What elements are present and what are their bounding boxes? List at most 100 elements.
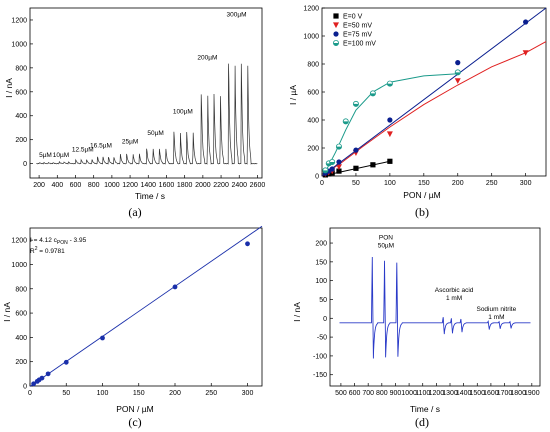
concentration-label: 300µM <box>227 11 247 18</box>
amperometric-trace <box>36 63 258 165</box>
marker-half <box>455 72 461 76</box>
annotation-text: PON <box>379 234 393 241</box>
panel-a-chart: 200 400 600 800 1000 1200 1400 1600 1800 2000 2200… <box>11 7 266 189</box>
x-tick-label: 50 <box>62 390 70 397</box>
data-point-series-1 <box>522 50 529 56</box>
concentration-label: 10µM <box>53 152 69 159</box>
legend-marker <box>332 40 339 47</box>
marker-half <box>387 83 393 87</box>
legend-entry: E=50 mV <box>343 23 372 30</box>
data-point-series-2 <box>353 147 359 153</box>
y-tick-label: 200 <box>15 359 27 366</box>
x-tick-label: 1200 <box>122 182 138 189</box>
panel-d-label: (d) <box>415 415 429 429</box>
marker-half <box>333 43 339 46</box>
y-tick-label: 400 <box>307 118 319 125</box>
y-tick-label: -100 <box>313 353 327 360</box>
panel-c-xlabel: PON / µM <box>116 404 153 414</box>
data-point <box>31 381 37 387</box>
panel-d-chart: 500 600 700 800 900 1000110012001300140015001… <box>313 227 541 397</box>
x-tick-label: 600 <box>349 390 361 397</box>
x-tick-label: 1800 <box>177 182 193 189</box>
panel-a-label: (a) <box>128 205 141 219</box>
concentration-label: 50µM <box>147 130 163 137</box>
y-tick-label: 400 <box>15 335 27 342</box>
fit-line-series-2 <box>321 7 547 177</box>
y-tick-label: 600 <box>15 311 27 318</box>
annotation-text: 1 mM <box>446 295 462 302</box>
data-point-series-2 <box>387 117 393 123</box>
y-tick-label: 50 <box>319 297 327 304</box>
data-point-series-0 <box>353 165 359 171</box>
data-point-series-3 <box>454 69 461 76</box>
marker-half <box>322 170 328 173</box>
y-tick-label: 800 <box>307 62 319 69</box>
concentration-label: 200µM <box>197 54 217 61</box>
panel-b-ylabel: I / µA <box>288 85 298 105</box>
marker-half <box>336 146 342 150</box>
data-point-series-2 <box>336 159 342 165</box>
data-point-series-2 <box>329 166 335 172</box>
annotation-text: Sodium nitrite <box>476 306 516 313</box>
x-tick-label: 250 <box>205 390 217 397</box>
concentration-label: 16.5µM <box>90 142 112 149</box>
x-tick-label: 2600 <box>250 182 266 189</box>
y-tick-label: 200 <box>307 146 319 153</box>
y-tick-label: 100 <box>315 278 327 285</box>
panel-c-equation-main: I = 4.12 c <box>30 237 58 244</box>
x-tick-label: 1400 <box>140 182 156 189</box>
marker-half <box>343 121 349 124</box>
x-tick-label: 1400 <box>456 390 472 397</box>
y-tick-label: 1000 <box>303 34 319 41</box>
legend-entry: E=0 V <box>343 14 363 21</box>
y-tick-label: 150 <box>315 259 327 266</box>
plot-frame <box>29 7 263 179</box>
y-tick-label: 600 <box>307 90 319 97</box>
y-tick-label: 0 <box>315 174 319 181</box>
x-tick-label: 300 <box>242 390 254 397</box>
x-tick-label: 500 <box>335 390 347 397</box>
x-tick-label: 2200 <box>213 182 229 189</box>
panel-a-ylabel: I / nA <box>4 78 14 98</box>
x-tick-label: 100 <box>384 180 396 187</box>
y-tick-label: 1000 <box>11 262 27 269</box>
concentration-label: 25µM <box>122 138 138 145</box>
fit-line-series-1 <box>321 41 547 177</box>
data-point-series-1 <box>454 78 461 84</box>
y-tick-label: 200 <box>15 137 27 144</box>
x-tick-label: 1100 <box>415 390 430 397</box>
panel-c-chart: 0 50 100 150 200 250 300 0 200 400 600 800 1000 1200 <box>11 225 263 397</box>
x-tick-label: 0 <box>28 390 32 397</box>
x-tick-label: 400 <box>51 182 63 189</box>
panel-c-label: (c) <box>128 415 141 429</box>
panel-d-xlabel: Time / s <box>410 404 440 414</box>
panel-c-equation-rest: - 3.95 <box>68 237 87 244</box>
x-tick-label: 2400 <box>231 182 247 189</box>
x-tick-label: 1200 <box>429 390 445 397</box>
y-tick-label: 0 <box>23 384 27 391</box>
panel-a-xlabel: Time / s <box>135 191 165 201</box>
y-tick-label: 1200 <box>11 238 27 245</box>
x-tick-label: 200 <box>452 180 464 187</box>
panel-b-xlabel: PON / µM <box>403 190 440 200</box>
annotation-text: Ascorbic acid <box>435 287 474 294</box>
x-tick-label: 150 <box>418 180 430 187</box>
annotation-text: 1 mM <box>488 314 504 321</box>
panel-c-r2-sup: 2 <box>35 246 38 252</box>
x-tick-label: 800 <box>88 182 100 189</box>
data-point <box>63 359 69 365</box>
x-tick-label: 1800 <box>510 390 526 397</box>
x-tick-label: 1600 <box>483 390 499 397</box>
data-point-series-2 <box>455 60 461 66</box>
amperometric-trace <box>339 256 531 359</box>
legend-entry: E=100 mV <box>343 41 376 48</box>
marker-half <box>329 162 335 165</box>
x-tick-label: 1500 <box>469 390 485 397</box>
panel-b-chart: 0 50 100 150 200 250 300 0 200 400 600 800 1000 1200 E… <box>303 6 547 187</box>
data-point <box>100 335 105 341</box>
x-tick-label: 150 <box>133 390 145 397</box>
y-tick-label: 200 <box>315 241 327 248</box>
data-point-series-3 <box>369 90 376 97</box>
data-point-series-3 <box>352 100 359 107</box>
